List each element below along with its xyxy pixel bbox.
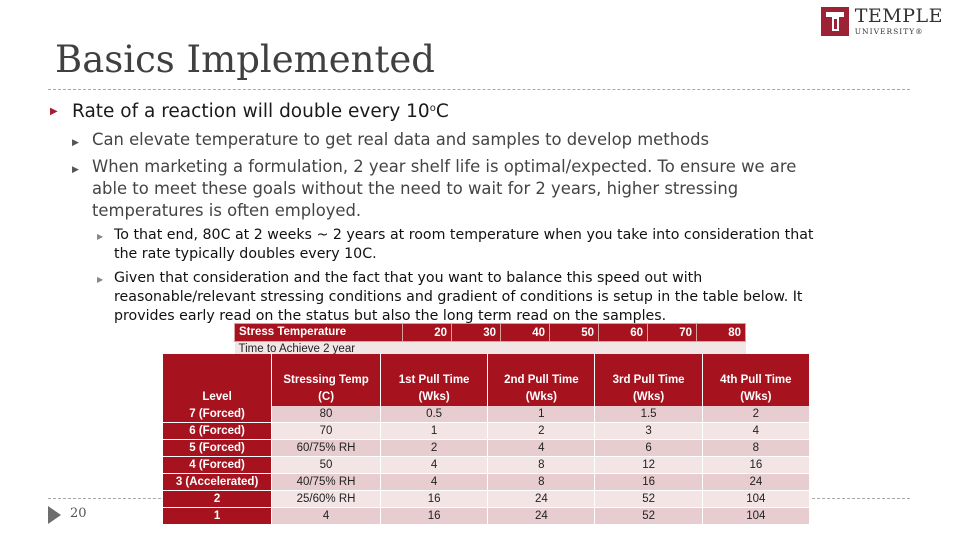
bullet-level-2: ▶ When marketing a formulation, 2 year s… [72,156,832,222]
table-cell: 24 [702,473,811,491]
bullet-level-2: ▶ Can elevate temperature to get real da… [72,129,832,151]
table-cell: 4 [271,507,381,525]
table-cell: 70 [647,323,697,342]
play-arrow-icon [48,506,61,524]
table-cell: 16 [702,456,811,474]
table-cell: 16 [380,490,489,508]
table-row: 5 (Forced) 60/75% RH 2 4 6 8 [163,439,811,457]
table-cell: 40/75% RH [271,473,381,491]
table-cell: 20 [402,323,452,342]
table-cell: 12 [594,456,703,474]
column-header-3rd-pull: 3rd Pull Time (Wks) [594,354,703,406]
bullet-text: Can elevate temperature to get real data… [92,130,710,149]
table-cell: 104 [702,507,811,525]
title-divider [48,89,910,90]
level-cell: 7 (Forced) [163,406,273,423]
column-header-4th-pull: 4th Pull Time (Wks) [702,354,811,406]
table-cell: 6 [594,439,703,457]
table-cell: 70 [271,422,381,440]
table-cell: 1 [487,406,596,423]
table-row: 2 25/60% RH 16 24 52 104 [163,490,811,508]
level-cell: 3 (Accelerated) [163,473,273,491]
bullet-marker-icon: ▶ [97,232,104,241]
bullet-text-unit: C [435,101,449,122]
table-row: 3 (Accelerated) 40/75% RH 4 8 16 24 [163,473,811,491]
level-cell: 5 (Forced) [163,439,273,457]
table-cell: 50 [549,323,599,342]
bullet-marker-icon: ▶ [72,165,79,175]
column-header-1st-pull: 1st Pull Time (Wks) [380,354,489,406]
bullet-level-3: ▶ Given that consideration and the fact … [97,269,814,326]
table-cell: 4 [380,473,489,491]
column-header-2nd-pull: 2nd Pull Time (Wks) [487,354,596,406]
bullet-marker-icon: ▶ [50,106,58,117]
table-cell: 1.5 [594,406,703,423]
bullet-text: When marketing a formulation, 2 year she… [92,157,797,220]
table-cell: 16 [594,473,703,491]
table-row-label: Stress Temperature [234,323,403,342]
level-cell: 4 (Forced) [163,456,273,474]
table-cell: 50 [271,456,381,474]
table-cell: 80 [271,406,381,423]
bullet-marker-icon: ▶ [72,138,79,148]
bullet-level-1: ▶ Rate of a reaction will double every 1… [50,101,449,122]
table-header-row: Level Stressing Temp (C) 1st Pull Time (Wk… [163,354,811,406]
table-cell: 30 [451,323,501,342]
table-row: 1 4 16 24 52 104 [163,507,811,525]
bullet-superscript: o [429,103,436,114]
table-row: 7 (Forced) 80 0.5 1 1.5 2 [163,406,811,423]
table-cell: 2 [380,439,489,457]
table-cell: 52 [594,490,703,508]
table-cell: 24 [487,490,596,508]
table-cell: 8 [487,473,596,491]
table-cell: 8 [487,456,596,474]
table-cell: 2 [487,422,596,440]
table-cell: 104 [702,490,811,508]
level-cell: 1 [163,507,273,525]
table-cell: 4 [380,456,489,474]
column-header-stressing-temp: Stressing Temp (C) [271,354,381,406]
table-cell: 16 [380,507,489,525]
table-cell: 3 [594,422,703,440]
table-cell: 60/75% RH [271,439,381,457]
slide-title: Basics Implemented [55,38,435,81]
logo-name: TEMPLE [854,4,943,27]
table-cell: 2 [702,406,811,423]
table-cell: 40 [500,323,550,342]
bullet-text: To that end, 80C at 2 weeks ~ 2 years at… [114,227,814,262]
table-cell: 24 [487,507,596,525]
table-cell: 4 [702,422,811,440]
logo-subtitle: UNIVERSITY® [854,26,924,36]
table-cell: 0.5 [380,406,489,423]
column-header-level: Level [163,354,273,406]
level-cell: 2 [163,490,273,508]
bullet-text: Given that consideration and the fact th… [114,270,803,324]
table-row: 6 (Forced) 70 1 2 3 4 [163,422,811,440]
table-row: 4 (Forced) 50 4 8 12 16 [163,456,811,474]
table-cell: 4 [487,439,596,457]
table-cell: 80 [696,323,746,342]
table-row: Stress Temperature 20 30 40 50 60 70 80 [234,323,746,342]
table-cell: 52 [594,507,703,525]
level-cell: 6 (Forced) [163,422,273,440]
bullet-level-3: ▶ To that end, 80C at 2 weeks ~ 2 years … [97,226,814,264]
table-cell: 25/60% RH [271,490,381,508]
table-cell: 60 [598,323,648,342]
table-cell: 8 [702,439,811,457]
table-cell: 1 [380,422,489,440]
page-number: 20 [70,506,87,521]
bullet-text: Rate of a reaction will double every 10 [72,101,430,122]
bullet-marker-icon: ▶ [97,275,104,284]
temple-university-logo: TEMPLE UNIVERSITY® [821,5,943,37]
temple-t-icon [821,6,849,36]
stability-level-table: Level Stressing Temp (C) 1st Pull Time (Wk… [163,354,811,525]
